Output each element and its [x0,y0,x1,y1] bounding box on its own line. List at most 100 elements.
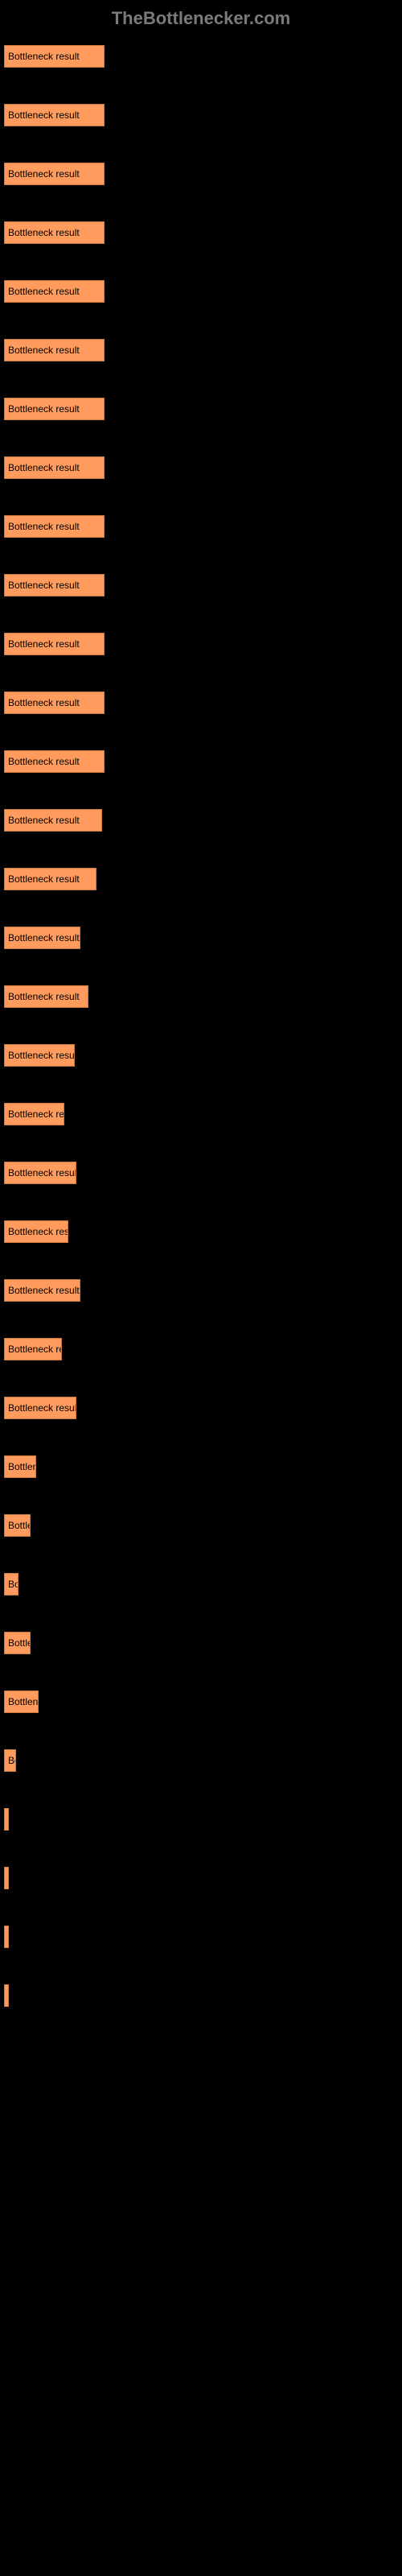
bar-label: Bottleneck result [8,1285,80,1296]
chart-bar: Bottleneck result [4,1044,75,1067]
chart-bar: Bottleneck result [4,456,105,479]
bar-label: Bottleneck result [8,1637,31,1649]
chart-bar: Bottleneck result [4,1103,64,1125]
bar-row: Bottleneck result [4,515,402,538]
bar-label: Bottleneck result [8,403,80,415]
bar-row: Bottleneck result [4,104,402,126]
bar-row: Bottleneck result [4,1514,402,1537]
bar-label: Bottleneck result [8,1696,39,1707]
bar-row: Bottleneck result [4,1690,402,1713]
chart-bar: Bottleneck result [4,515,105,538]
bar-label: Bottleneck result [8,1461,36,1472]
bar-row: Bottleneck result [4,1220,402,1243]
logo-text: TheBottlenecker.com [0,8,402,29]
bar-label: Bottleneck result [8,815,80,826]
bar-label: Bottleneck result [8,638,80,650]
bar-label: Bottleneck result [8,580,80,591]
chart-bar: Bottleneck result [4,809,102,832]
bar-row: Bottleneck result [4,1162,402,1184]
chart-bar: Bottleneck result [4,104,105,126]
chart-bar: Bottleneck result [4,163,105,185]
bar-row: Bottleneck result [4,574,402,597]
bar-row: Bottleneck result [4,691,402,714]
bar-row: Bottleneck result [4,45,402,68]
bar-label: Bottleneck result [8,1108,64,1120]
chart-bar: Bottleneck result [4,1338,62,1360]
bar-row: Bottleneck result [4,1103,402,1125]
chart-bar: Bottleneck result [4,1455,36,1478]
bar-label: Bottleneck result [8,286,80,297]
chart-bar: Bottleneck result [4,1926,9,1948]
bar-label: Bottleneck result [8,1814,9,1825]
bar-label: Bottleneck result [8,1050,75,1061]
chart-bar: Bottleneck result [4,633,105,655]
chart-bar: Bottleneck result [4,280,105,303]
bar-row: Bottleneck result [4,280,402,303]
chart-bar: Bottleneck result [4,45,105,68]
bar-label: Bottleneck result [8,109,80,121]
bar-row: Bottleneck result [4,1044,402,1067]
chart-bar: Bottleneck result [4,574,105,597]
bar-label: Bottleneck result [8,168,80,180]
chart-bar: Bottleneck result [4,750,105,773]
bar-label: Bottleneck result [8,873,80,885]
bar-row: Bottleneck result [4,339,402,361]
bar-label: Bottleneck result [8,1226,68,1237]
chart-bar: Bottleneck result [4,221,105,244]
chart-bar: Bottleneck result [4,691,105,714]
bar-label: Bottleneck result [8,756,80,767]
bar-row: Bottleneck result [4,750,402,773]
bar-row: Bottleneck result [4,1749,402,1772]
bar-label: Bottleneck result [8,1167,76,1179]
chart-bar: Bottleneck result [4,1984,9,2007]
bar-row: Bottleneck result [4,1632,402,1654]
bar-row: Bottleneck result [4,633,402,655]
bar-row: Bottleneck result [4,809,402,832]
bar-label: Bottleneck result [8,1520,31,1531]
bar-label: Bottleneck result [8,1344,62,1355]
chart-bar: Bottleneck result [4,1632,31,1654]
chart-bar: Bottleneck result [4,1397,76,1419]
bar-chart: Bottleneck result Bottleneck result Bottle… [0,45,402,2007]
chart-bar: Bottleneck result [4,1279,80,1302]
chart-bar: Bottleneck result [4,985,88,1008]
bar-label: Bottleneck result [8,1579,18,1590]
bar-row: Bottleneck result [4,1867,402,1889]
bar-label: Bottleneck result [8,991,80,1002]
chart-bar: Bottleneck result [4,1573,18,1596]
bar-row: Bottleneck result [4,985,402,1008]
bar-label: Bottleneck result [8,1402,76,1414]
bar-row: Bottleneck result [4,1338,402,1360]
bar-label: Bottleneck result [8,345,80,356]
bar-row: Bottleneck result [4,927,402,949]
bar-label: Bottleneck result [8,521,80,532]
bar-row: Bottleneck result [4,868,402,890]
bar-label: Bottleneck result [8,697,80,708]
bar-label: Bottleneck result [8,1755,16,1766]
bar-label: Bottleneck result [8,1872,9,1884]
bar-row: Bottleneck result [4,1926,402,1948]
bar-row: Bottleneck result [4,1984,402,2007]
chart-bar: Bottleneck result [4,1220,68,1243]
bar-row: Bottleneck result [4,398,402,420]
chart-bar: Bottleneck result [4,1808,9,1831]
chart-bar: Bottleneck result [4,1749,16,1772]
bar-label: Bottleneck result [8,462,80,473]
bar-label: Bottleneck result [8,1931,9,1942]
chart-bar: Bottleneck result [4,868,96,890]
bar-row: Bottleneck result [4,1573,402,1596]
bar-row: Bottleneck result [4,1397,402,1419]
bar-row: Bottleneck result [4,456,402,479]
chart-bar: Bottleneck result [4,1867,9,1889]
chart-bar: Bottleneck result [4,339,105,361]
chart-bar: Bottleneck result [4,1514,31,1537]
bar-row: Bottleneck result [4,1808,402,1831]
bar-row: Bottleneck result [4,1279,402,1302]
bar-label: Bottleneck result [8,1990,9,2001]
bar-label: Bottleneck result [8,932,80,943]
chart-bar: Bottleneck result [4,927,80,949]
bar-row: Bottleneck result [4,1455,402,1478]
bar-label: Bottleneck result [8,227,80,238]
chart-bar: Bottleneck result [4,398,105,420]
bar-row: Bottleneck result [4,163,402,185]
